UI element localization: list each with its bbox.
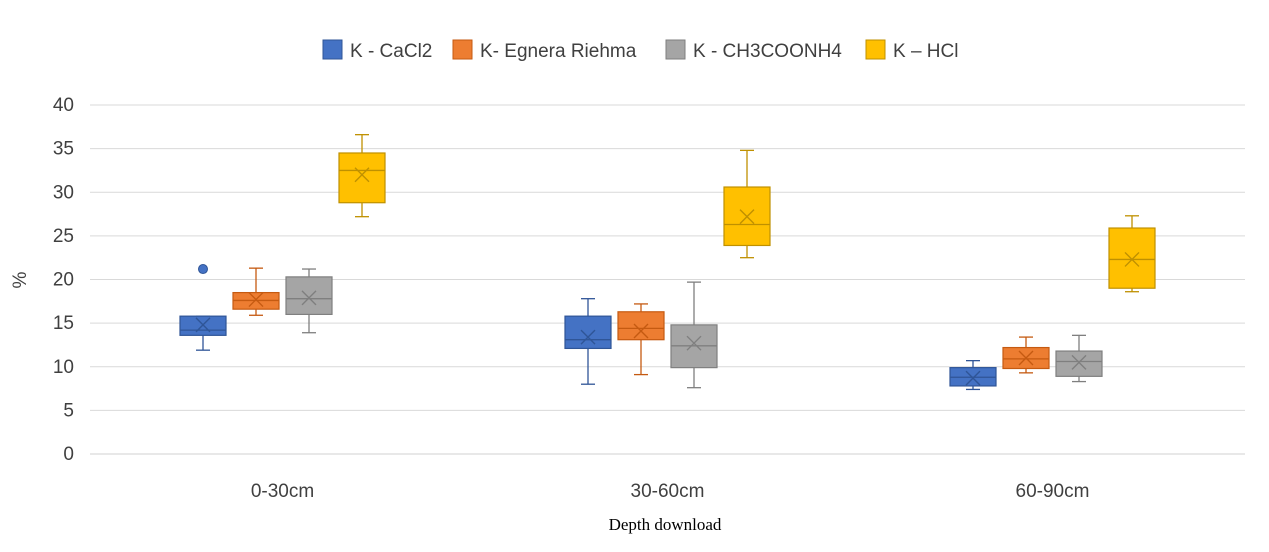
y-tick-label: 10 [53, 357, 74, 378]
y-axis-title: % [10, 271, 31, 288]
mean-marker [1124, 251, 1140, 267]
legend-swatch [665, 39, 686, 60]
x-category-label: 60-90cm [1016, 481, 1090, 502]
legend: K - CaCl2 K- Egnera Riehma K - CH3COONH4 K … [322, 39, 958, 62]
legend-swatch [865, 39, 886, 60]
mean-marker [354, 167, 370, 183]
y-tick-label: 15 [53, 313, 74, 334]
y-tick-label: 0 [63, 444, 74, 465]
legend-label: K – HCl [893, 41, 958, 62]
legend-label: K - CaCl2 [350, 41, 432, 62]
box-2-2 [617, 303, 665, 376]
iqr-box [285, 276, 333, 316]
iqr-box [338, 152, 386, 204]
y-tick-label: 30 [53, 182, 74, 203]
x-axis-category-labels: 0-30cm 30-60cm 60-90cm [251, 481, 1090, 502]
box-3-3 [1055, 334, 1103, 383]
legend-item: K - CaCl2 [322, 39, 432, 62]
iqr-box [617, 311, 665, 341]
box-3-1 [285, 268, 333, 334]
legend-swatch [322, 39, 343, 60]
legend-item: K- Egnera Riehma [452, 39, 637, 62]
mean-marker [965, 370, 981, 386]
mean-marker [1071, 354, 1087, 370]
legend-item: K - CH3COONH4 [665, 39, 842, 62]
iqr-box [1055, 350, 1103, 377]
x-category-label: 0-30cm [251, 481, 314, 502]
box-1-1 [179, 264, 227, 351]
box-2-3 [1002, 336, 1050, 374]
y-tick-label: 5 [63, 400, 74, 421]
y-tick-label: 25 [53, 226, 74, 247]
y-tick-label: 20 [53, 270, 74, 291]
mean-marker [248, 292, 264, 308]
box-1-2 [564, 298, 612, 385]
mean-marker [580, 329, 596, 345]
y-axis-tick-labels: 0 5 10 15 20 25 30 35 40 [53, 95, 74, 465]
mean-marker [633, 323, 649, 339]
y-tick-label: 35 [53, 139, 74, 160]
box-4-1 [338, 134, 386, 218]
box-4-2 [723, 149, 771, 259]
legend-label: K - CH3COONH4 [693, 41, 842, 62]
legend-swatch [452, 39, 473, 60]
mean-marker [195, 317, 211, 333]
gridlines [90, 104, 1245, 455]
mean-marker [686, 335, 702, 351]
y-tick-label: 40 [53, 95, 74, 116]
box-4-3 [1108, 215, 1156, 293]
boxes [179, 134, 1156, 391]
mean-marker [739, 209, 755, 225]
box-2-1 [232, 267, 280, 316]
iqr-box [564, 315, 612, 350]
x-axis-title: Depth download [609, 515, 722, 534]
outlier-point [198, 264, 208, 275]
iqr-box [1108, 227, 1156, 289]
legend-label: K- Egnera Riehma [480, 41, 637, 62]
box-1-3 [949, 359, 997, 391]
legend-item: K – HCl [865, 39, 958, 62]
mean-marker [301, 290, 317, 306]
box-3-2 [670, 281, 718, 389]
mean-marker [1018, 350, 1034, 366]
x-category-label: 30-60cm [631, 481, 705, 502]
